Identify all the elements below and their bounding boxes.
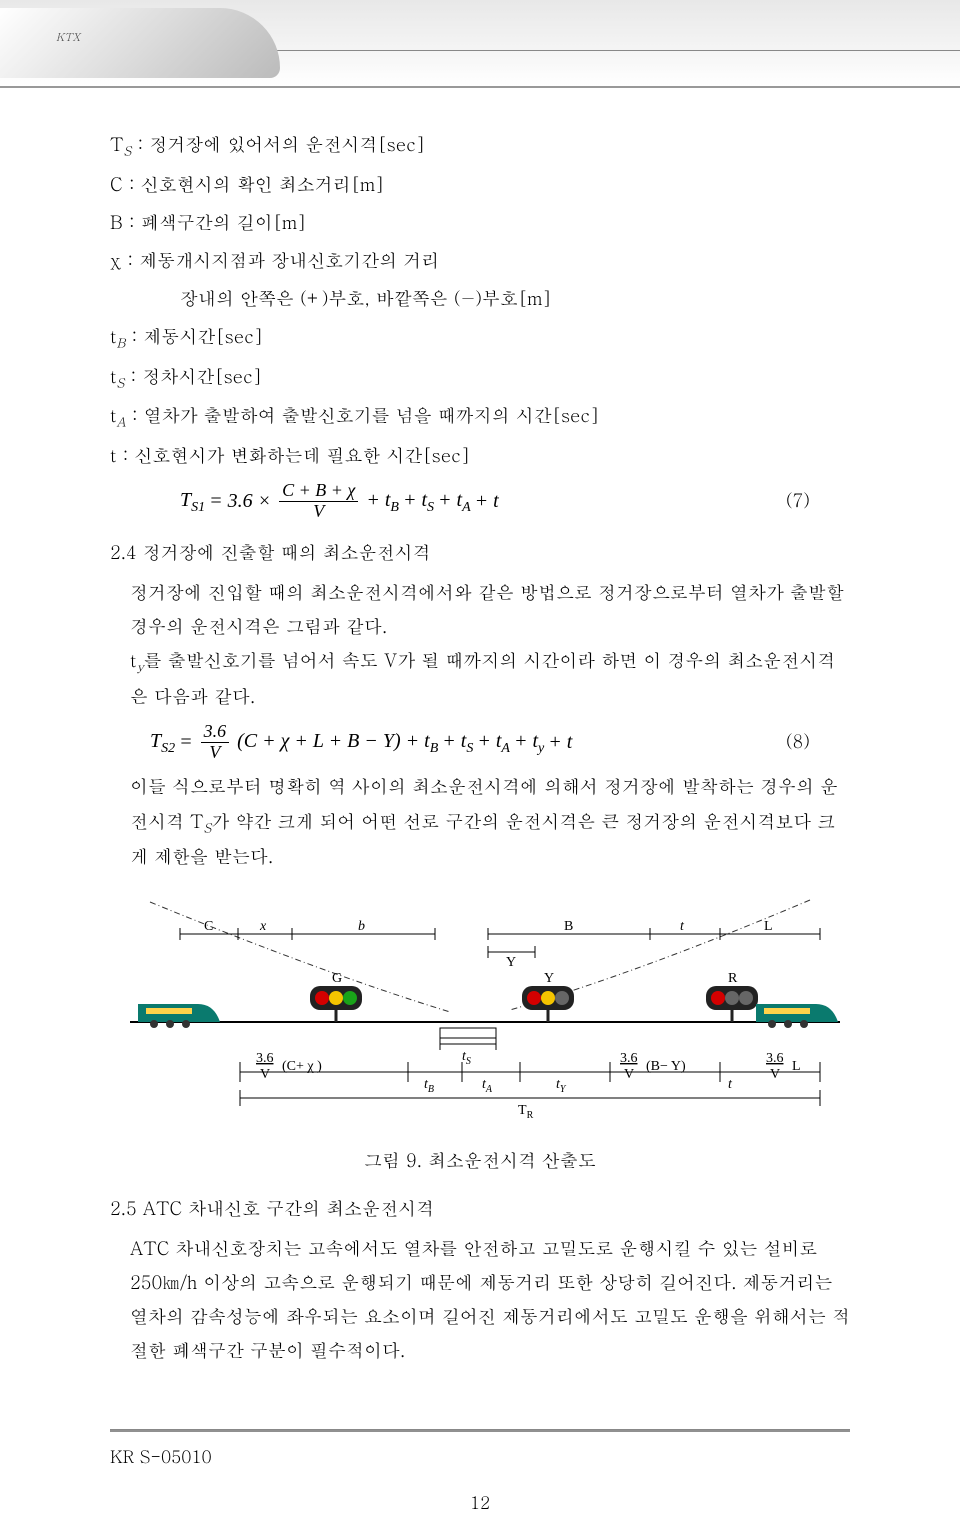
header-banner: KTX [0, 0, 960, 88]
svg-text:G: G [332, 971, 342, 986]
figure-9: C x b B t L Y G [120, 892, 840, 1133]
sec24-p2: ty를 출발신호기를 넘어서 속도 V가 될 때까지의 시간이라 하면 이 경우… [110, 644, 850, 714]
svg-text:tS: tS [462, 1049, 471, 1067]
svg-text:3.6: 3.6 [256, 1051, 274, 1066]
bottom-frac-1: 3.6 V (C+ χ ) [256, 1051, 322, 1082]
doc-id: KR S-05010 [0, 1432, 960, 1472]
eq8-label: (8) [786, 725, 850, 759]
def-b: B : 폐색구간의 길이[m] [110, 206, 850, 240]
svg-text:3.6: 3.6 [620, 1051, 638, 1066]
def-c: C : 신호현시의 확인 최소거리[m] [110, 168, 850, 202]
train-right-icon [756, 1004, 838, 1028]
svg-text:tY: tY [556, 1077, 567, 1095]
dim-L: L [764, 919, 773, 934]
ktx-logo-text: KTX [56, 28, 80, 49]
sec25-p: ATC 차내신호장치는 고속에서도 열차를 안전하고 고밀도로 운행시킬 수 있… [110, 1232, 850, 1369]
def-tb: tB : 제동시간[sec] [110, 320, 850, 356]
dim-t: t [680, 919, 685, 934]
def-chi: χ : 제동개시지점과 장내신호기간의 거리 [110, 244, 850, 278]
dim-B: B [564, 919, 573, 934]
svg-text:tB: tB [424, 1077, 434, 1095]
svg-text:V: V [624, 1067, 634, 1082]
equation-7: TS1 = 3.6 × C + B + χV + tB + tS + tA + … [110, 481, 850, 522]
bottom-frac-2: 3.6 V (B− Y) [620, 1051, 686, 1082]
svg-text:V: V [260, 1067, 270, 1082]
dim-Y: Y [506, 955, 516, 970]
svg-text:V: V [770, 1067, 780, 1082]
section-2-5-title: 2.5 ATC 차내신호 구간의 최소운전시격 [110, 1192, 850, 1226]
svg-text:t: t [728, 1077, 733, 1092]
sec24-p1: 정거장에 진입할 때의 최소운전시격에서와 같은 방법으로 정거장으로부터 열차… [110, 576, 850, 644]
def-ts: TS : 정거장에 있어서의 운전시격[sec] [110, 128, 850, 164]
svg-text:TR: TR [518, 1103, 534, 1121]
svg-text:tA: tA [482, 1077, 493, 1095]
section-2-4-title: 2.4 정거장에 진출할 때의 최소운전시격 [110, 536, 850, 570]
svg-text:(B− Y): (B− Y) [646, 1059, 686, 1074]
signal-red-icon: R [706, 971, 758, 1022]
sec24-tail: 이들 식으로부터 명확히 역 사이의 최소운전시격에 의해서 정거장에 발착하는… [110, 770, 850, 874]
svg-text:L: L [792, 1059, 801, 1074]
dim-b: b [358, 919, 365, 934]
dim-c: C [204, 919, 213, 934]
svg-text:3.6: 3.6 [766, 1051, 784, 1066]
train-left-icon [138, 1004, 220, 1028]
def-tss: tS : 정차시간[sec] [110, 360, 850, 396]
svg-text:(C+ χ ): (C+ χ ) [282, 1059, 322, 1074]
def-ta: tA : 열차가 출발하여 출발신호기를 넘을 때까지의 시간[sec] [110, 399, 850, 435]
figure-9-caption: 그림 9. 최소운전시격 산출도 [110, 1144, 850, 1178]
def-t: t : 신호현시가 변화하는데 필요한 시간[sec] [110, 439, 850, 473]
equation-8: TS2 = 3.6V (C + χ + L + B − Y) + tB + tS… [110, 722, 850, 763]
bottom-frac-3: 3.6 V L [766, 1051, 801, 1082]
signal-yellow-icon: Y [522, 971, 574, 1022]
dim-x: x [259, 919, 267, 934]
page-body: TS : 정거장에 있어서의 운전시격[sec] C : 신호현시의 확인 최소… [0, 88, 960, 1399]
page-number: 12 [0, 1486, 960, 1518]
svg-text:Y: Y [544, 971, 554, 986]
eq7-label: (7) [786, 484, 850, 518]
signal-green-icon: G [310, 971, 362, 1022]
def-chi2: 장내의 안쪽은 (+)부호, 바깥쪽은 (−)부호[m] [110, 282, 850, 316]
svg-text:R: R [728, 971, 738, 986]
